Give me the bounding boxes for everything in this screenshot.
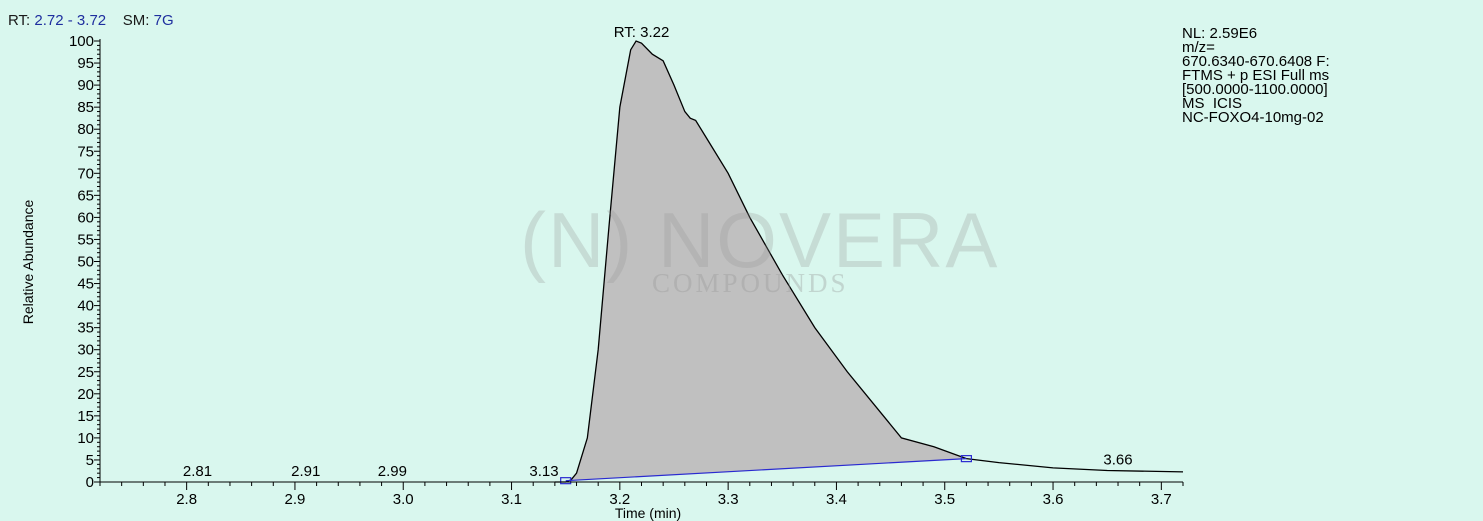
rt-range: 2.72 - 3.72 [34,12,107,29]
retention-time-annotation: 3.66 [1103,452,1132,469]
info-line-mass-range: [500.0000-1100.0000] [1182,81,1328,98]
scan-info: NL: 2.59E6 m/z= 670.6340-670.6408 F: FTM… [1182,25,1330,126]
retention-time-annotation: 2.91 [291,463,320,480]
y-tick-label: 100 [69,33,94,50]
y-tick-label: 70 [77,165,94,182]
peak-start-marker [560,477,572,485]
y-tick-label: 30 [77,342,94,359]
info-line-scan-filter: FTMS + p ESI Full ms [1182,67,1330,84]
y-tick-label: 75 [77,143,94,160]
peak-end-marker [960,455,973,463]
x-tick-label: 3.0 [393,491,414,508]
y-tick-label: 15 [77,408,94,425]
x-tick-label: 3.2 [609,491,630,508]
y-tick-label: 5 [86,452,94,469]
y-tick-label: 10 [77,430,94,447]
info-line-nl: NL: 2.59E6 [1182,25,1258,42]
y-tick-label: 45 [77,276,94,293]
y-tick-label: 25 [77,364,94,381]
sm-value: 7G [153,12,174,29]
x-tick-label: 3.1 [501,491,522,508]
retention-time-annotation: 3.13 [529,463,558,480]
header-range: RT: 2.72 - 3.72 SM: 7G [8,12,174,29]
x-tick-label: 3.3 [718,491,739,508]
y-tick-label: 80 [77,121,94,138]
retention-time-annotation: 2.81 [183,463,212,480]
info-line-mz-range: 670.6340-670.6408 F: [1182,53,1330,70]
y-tick-label: 55 [77,231,94,248]
x-tick-label: 3.6 [1043,491,1064,508]
y-axis-label: Relative Abundance [20,199,36,325]
sm-label: SM: [122,12,154,29]
watermark-subtitle: COMPOUNDS [652,268,849,298]
y-tick-label: 95 [77,55,94,72]
x-tick-label: 2.9 [285,491,306,508]
y-tick-label: 65 [77,187,94,204]
y-tick-label: 40 [77,298,94,315]
x-tick-label: 2.8 [176,491,197,508]
y-tick-label: 60 [77,209,94,226]
retention-time-annotation: 2.99 [378,463,407,480]
y-tick-label: 85 [77,99,94,116]
trace-line [554,40,1184,483]
y-tick-label: 50 [77,254,94,271]
integration-baseline [565,458,967,482]
watermark-logo: (N) NOVERA [520,196,1000,284]
y-tick-label: 0 [86,474,94,491]
info-line-algorithm: MS ICIS [1182,95,1243,112]
peak-label: RT: 3.22 [614,24,670,41]
x-tick-label: 3.5 [934,491,955,508]
y-tick-label: 20 [77,386,94,403]
x-tick-label: 3.4 [826,491,847,508]
x-tick-label: 3.7 [1151,491,1172,508]
info-line-mz-label: m/z= [1182,39,1215,56]
peak-area [565,41,967,481]
rt-label: RT: [8,12,35,29]
info-line-sample: NC-FOXO4-10mg-02 [1182,109,1324,126]
y-tick-label: 90 [77,77,94,94]
y-tick-label: 35 [77,320,94,337]
x-axis-label: Time (min) [614,505,682,521]
